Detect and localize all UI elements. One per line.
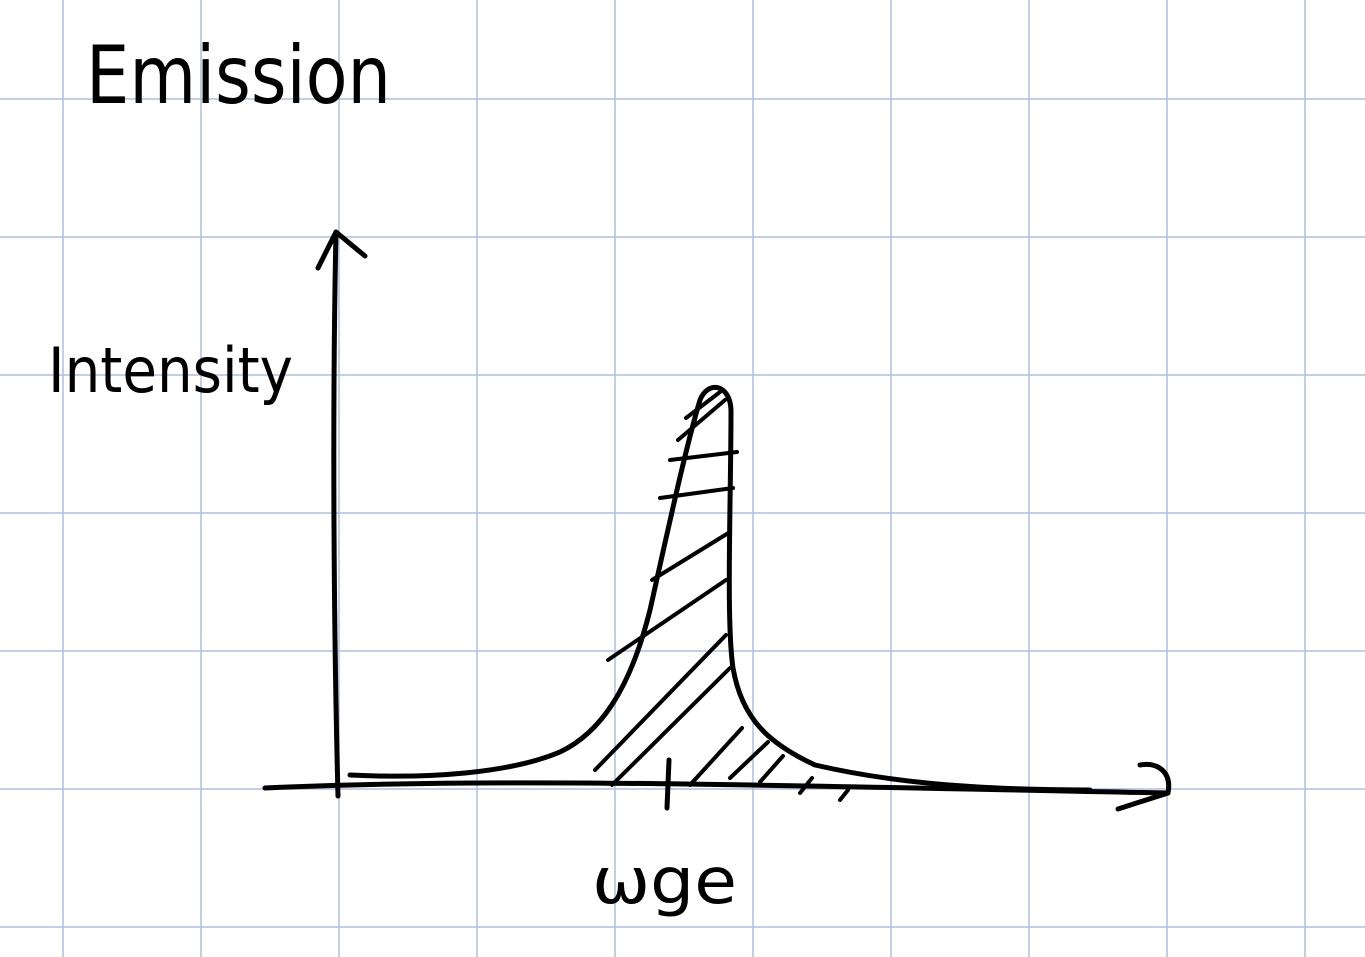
hatch-line: [688, 726, 744, 787]
omega-ge-label: ωge: [592, 845, 737, 919]
hatch-line: [838, 788, 850, 802]
hatch-line: [658, 486, 735, 500]
hatch-line: [684, 390, 722, 420]
hatch-line: [610, 666, 732, 787]
hatch-line: [676, 398, 727, 442]
emission-peak-curve: [347, 384, 1093, 793]
hatch-line: [728, 740, 770, 780]
peak-hatch-shading: [593, 390, 850, 802]
hatch-line: [798, 776, 814, 795]
y-axis-arrowhead: [315, 229, 368, 271]
hatch-line: [606, 578, 728, 662]
y-axis-label: Intensity: [48, 334, 293, 407]
hatch-line: [758, 754, 785, 784]
omega-ge-tick: [664, 757, 672, 811]
hatch-line: [593, 633, 728, 772]
page-title: Emission: [86, 29, 391, 122]
hatch-line: [650, 530, 732, 582]
hatch-line: [668, 450, 739, 462]
x-axis-arrowhead: [1115, 761, 1172, 812]
y-axis-line: [331, 229, 341, 799]
